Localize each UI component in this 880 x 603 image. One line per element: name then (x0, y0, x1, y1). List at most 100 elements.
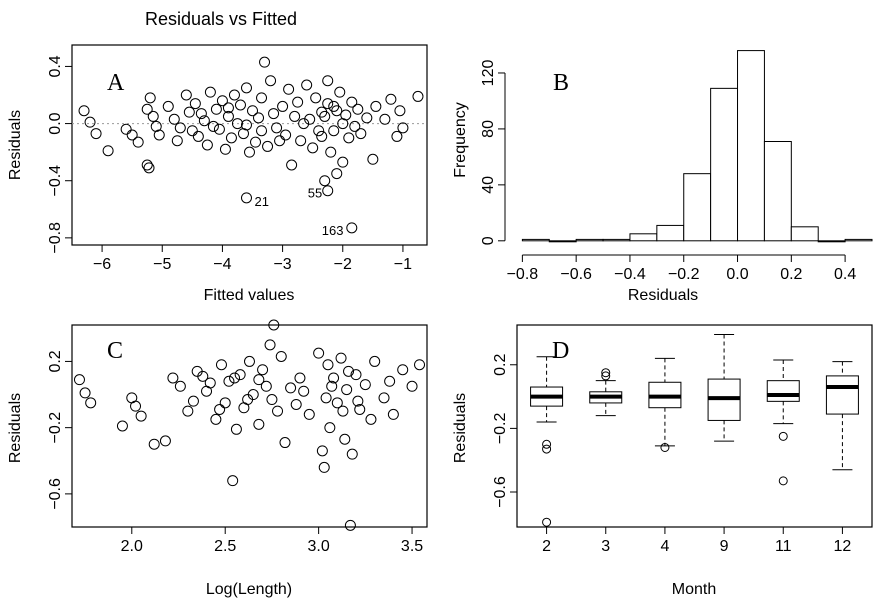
data-point (259, 56, 271, 68)
data-point (344, 519, 356, 531)
data-point (247, 105, 259, 117)
data-point (313, 347, 325, 359)
data-point (290, 398, 302, 410)
y-tick-label: −0.6 (492, 476, 509, 508)
data-point (285, 382, 297, 394)
histogram-bar (602, 238, 631, 242)
histogram-bar (817, 240, 846, 243)
data-point (141, 103, 153, 115)
data-point (346, 96, 358, 108)
data-point (230, 423, 242, 435)
panel-letter: D (552, 338, 569, 364)
panel-a: Residuals vs Fitted A Fitted values Resi… (7, 9, 428, 304)
data-point (141, 159, 153, 171)
data-point (183, 106, 195, 118)
data-point (354, 403, 366, 415)
data-point (316, 445, 328, 457)
data-point (79, 387, 91, 399)
data-point (219, 397, 231, 409)
data-point (274, 135, 286, 147)
data-point (319, 175, 331, 187)
data-point (414, 359, 426, 371)
x-tick-label: 9 (720, 538, 729, 555)
histogram-bar (521, 238, 550, 242)
x-tick-label: 2.5 (214, 538, 236, 555)
data-point (349, 120, 361, 132)
data-point (174, 380, 186, 392)
data-point (387, 408, 399, 420)
panel-letter: B (553, 70, 569, 96)
box (825, 375, 859, 415)
data-point (78, 105, 90, 117)
data-point (318, 461, 330, 473)
x-axis-label: Log(Length) (206, 581, 292, 598)
data-point (244, 146, 255, 158)
panel-c: C Log(Length) Residuals 2.0 2.5 3.0 3.5 −0.6… (7, 319, 428, 598)
data-point (303, 408, 315, 420)
x-tick-label: −2 (334, 256, 352, 273)
x-axis-label: Month (672, 581, 716, 598)
data-point (73, 374, 85, 386)
y-axis-label: Residuals (452, 393, 469, 463)
chart-title: Residuals vs Fitted (145, 9, 297, 29)
y-tick-label: 0 (480, 236, 497, 245)
data-point (180, 89, 192, 101)
x-tick-label: −5 (153, 256, 171, 273)
y-tick-label: −0.8 (47, 222, 64, 254)
data-point (283, 83, 295, 95)
panel-b: B Residuals Frequency −0.8 −0.6 −0.4 −0.2 0.… (452, 50, 873, 304)
data-point (168, 113, 180, 125)
data-point (316, 130, 328, 142)
data-point (337, 405, 349, 417)
data-point (298, 385, 310, 397)
data-point (204, 86, 216, 98)
data-point (264, 339, 276, 351)
data-point (225, 132, 237, 144)
data-point (240, 119, 252, 131)
y-tick-label: 80 (480, 120, 497, 138)
data-point (275, 350, 287, 362)
point-annotation: 55 (308, 186, 322, 201)
data-point (182, 405, 194, 417)
data-point (234, 369, 246, 381)
data-point (337, 156, 349, 168)
y-tick-label: −0.2 (47, 412, 64, 444)
x-tick-label: −0.4 (614, 266, 646, 283)
y-tick-label: 0.2 (492, 354, 509, 376)
x-tick-label: 3.0 (308, 538, 330, 555)
data-point (171, 135, 183, 147)
histogram-bar (763, 141, 792, 242)
data-point (324, 422, 336, 434)
data-point (253, 112, 265, 124)
x-tick-label: −0.8 (507, 266, 539, 283)
data-point (294, 372, 306, 384)
data-point (341, 384, 353, 396)
x-tick-label: 0.0 (726, 266, 748, 283)
data-point (310, 92, 322, 104)
data-point (262, 140, 274, 152)
data-point (397, 364, 409, 376)
histogram-bar (629, 233, 658, 242)
data-point (219, 143, 231, 155)
data-point (277, 100, 289, 112)
data-point (304, 113, 316, 125)
x-tick-label: −0.2 (668, 266, 700, 283)
x-tick-label: −6 (93, 256, 111, 273)
plot-frame (71, 324, 428, 528)
data-point (326, 380, 338, 392)
data-point (361, 112, 373, 124)
data-point (204, 377, 216, 389)
data-point (210, 413, 222, 425)
data-point (289, 110, 301, 122)
x-tick-label: −1 (394, 256, 412, 273)
data-point (365, 413, 377, 425)
data-point (369, 355, 381, 367)
histogram-bar (710, 87, 739, 242)
data-point (147, 110, 159, 122)
panel-d: D Month Residuals 2 3 4 9 11 12 −0.6 −0.2 0.2 (452, 324, 873, 598)
x-tick-label: 0.2 (780, 266, 802, 283)
data-point (222, 110, 234, 122)
x-axis-label: Residuals (628, 287, 698, 304)
data-point (370, 100, 382, 112)
x-tick-label: −0.6 (560, 266, 592, 283)
